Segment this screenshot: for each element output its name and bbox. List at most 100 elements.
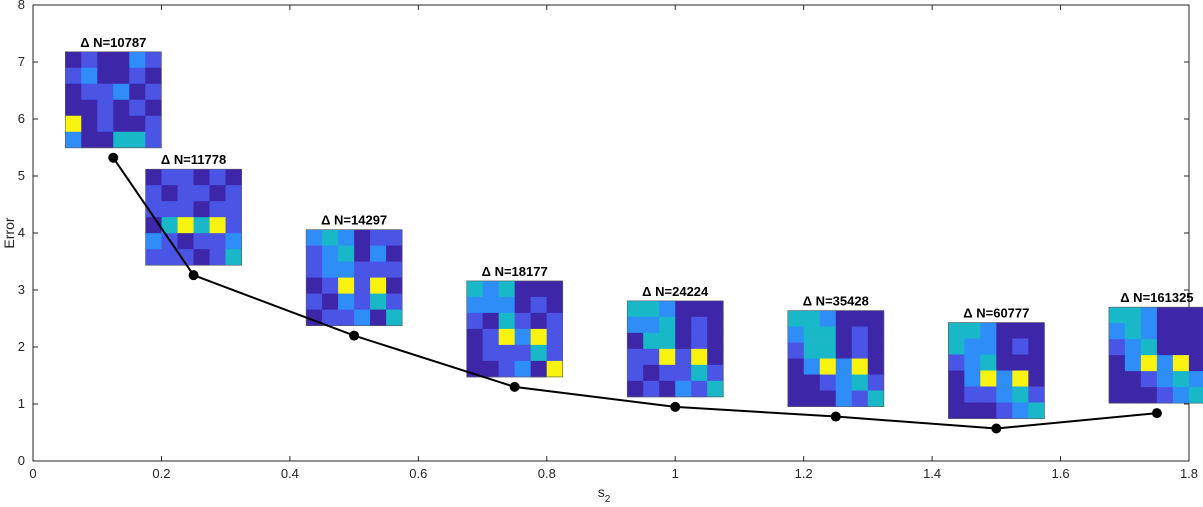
heatmap-cell <box>482 296 500 314</box>
heatmap-cell <box>627 348 644 366</box>
heatmap-cell <box>675 332 692 350</box>
heatmap-cell <box>787 374 805 391</box>
heatmap-cell <box>787 342 805 359</box>
heatmap-cell <box>145 67 162 85</box>
inset-title: Δ N=11778 <box>161 152 226 167</box>
heatmap-cell <box>81 131 98 149</box>
heatmap-cell <box>482 312 500 330</box>
inset-title: Δ N=10787 <box>80 35 146 50</box>
heatmap-cell <box>643 348 660 366</box>
heatmap-cell <box>530 280 548 298</box>
heatmap-cell <box>514 328 532 346</box>
heatmap-cell <box>867 374 885 391</box>
heatmap-cell <box>867 310 885 327</box>
heatmap-cell <box>627 316 644 334</box>
heatmap-cell <box>370 245 387 262</box>
heatmap-cell <box>97 67 114 85</box>
heatmap-cell <box>691 316 708 334</box>
heatmap-cell <box>386 293 403 310</box>
heatmap-cell <box>498 328 516 346</box>
heatmap-cell <box>835 310 853 327</box>
heatmap-cell <box>964 322 981 339</box>
heatmap-cell <box>1028 386 1045 403</box>
heatmap-cell <box>1156 371 1174 388</box>
heatmap-cell <box>145 115 162 133</box>
heatmap-cell <box>161 185 178 202</box>
heatmap-cell <box>225 217 242 234</box>
heatmap-cell <box>113 67 130 85</box>
series-layer <box>108 152 1162 434</box>
heatmap-cell <box>787 390 805 407</box>
heatmap-cell <box>546 328 564 346</box>
heatmap-cell <box>81 51 98 69</box>
heatmap-cell <box>819 326 837 343</box>
heatmap-cell <box>354 277 371 294</box>
heatmap-cell <box>81 83 98 101</box>
inset-title: Δ N=24224 <box>642 284 709 299</box>
heatmap-cell <box>129 83 146 101</box>
heatmap-cell <box>65 67 82 85</box>
heatmap-cell <box>322 293 339 310</box>
heatmap-cell <box>643 380 660 398</box>
heatmap-cell <box>177 185 194 202</box>
heatmap-cell <box>145 201 162 218</box>
heatmap-cell <box>948 402 965 419</box>
heatmap-cell <box>980 338 997 355</box>
heatmap-cell <box>819 310 837 327</box>
heatmap-cell <box>145 185 162 202</box>
heatmap-cell <box>161 201 178 218</box>
heatmap-cell <box>466 312 484 330</box>
heatmap-cell <box>306 277 323 294</box>
heatmap-cell <box>129 115 146 133</box>
heatmap-cell <box>306 245 323 262</box>
heatmap-cell <box>354 309 371 326</box>
heatmap-cell <box>1188 323 1203 340</box>
heatmap-cell <box>113 51 130 69</box>
heatmap-cell <box>948 338 965 355</box>
x-axis-label-base: s <box>598 484 605 500</box>
heatmap-cell <box>1172 371 1190 388</box>
heatmap-cell <box>1108 387 1126 404</box>
heatmap-cell <box>338 245 355 262</box>
heatmap-cell <box>643 300 660 318</box>
heatmap-cell <box>129 51 146 69</box>
heatmap-cell <box>81 67 98 85</box>
heatmap-cell <box>514 344 532 362</box>
heatmap-cell <box>1156 307 1174 324</box>
heatmap-cell <box>1028 354 1045 371</box>
heatmap-cell <box>659 364 676 382</box>
heatmap-cell <box>1140 371 1158 388</box>
heatmap-cell <box>177 233 194 250</box>
heatmap-cell <box>209 185 226 202</box>
heatmap-cell <box>113 115 130 133</box>
heatmap-cell <box>306 293 323 310</box>
heatmap-cell <box>707 300 724 318</box>
heatmap-cell <box>193 185 210 202</box>
heatmap-cell <box>1012 338 1029 355</box>
heatmap-cell <box>498 280 516 298</box>
y-tick-label: 2 <box>18 339 25 354</box>
heatmap-cell <box>1156 387 1174 404</box>
heatmap-cell <box>851 374 869 391</box>
heatmap-cell <box>691 364 708 382</box>
inset-heatmap: Δ N=11778 <box>145 152 242 266</box>
heatmap-cell <box>819 390 837 407</box>
heatmap-cell <box>322 309 339 326</box>
heatmap-cell <box>1108 339 1126 356</box>
heatmap-cell <box>354 293 371 310</box>
heatmap-cell <box>129 131 146 149</box>
inset-title: Δ N=14297 <box>321 213 387 228</box>
heatmap-cell <box>225 249 242 266</box>
heatmap-cell <box>1108 371 1126 388</box>
heatmap-cell <box>1172 387 1190 404</box>
heatmap-cell <box>145 169 162 186</box>
heatmap-cell <box>81 115 98 133</box>
heatmap-cell <box>627 332 644 350</box>
data-point <box>670 401 681 412</box>
heatmap-cell <box>803 390 821 407</box>
inset-title: Δ N=161325 <box>1120 290 1193 305</box>
heatmap-cell <box>161 249 178 266</box>
data-point <box>108 152 119 163</box>
heatmap-cell <box>1172 323 1190 340</box>
heatmap-cell <box>675 300 692 318</box>
